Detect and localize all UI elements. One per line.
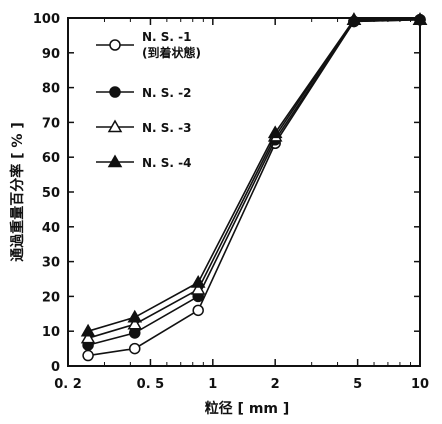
legend-marker	[109, 86, 121, 98]
x-tick-label: 5	[353, 377, 362, 392]
x-tick-label: 2	[271, 377, 280, 392]
x-axis-label: 粒径 [ mm ]	[205, 400, 290, 417]
y-tick-label: 20	[42, 290, 60, 305]
legend-marker	[107, 119, 123, 133]
y-tick-label: 70	[42, 116, 60, 131]
legend-marker	[109, 39, 121, 51]
y-tick-label: 10	[42, 325, 60, 340]
data-point	[82, 349, 94, 362]
legend: N. S. -1(到着状態) N. S. -2 N. S. -3 N. S. -4	[96, 30, 201, 170]
data-point	[192, 304, 204, 317]
y-tick-label: 30	[42, 256, 60, 271]
x-tick-label: 0. 2	[54, 377, 82, 392]
x-tick-label: 0. 5	[137, 377, 165, 392]
y-tick-label: 100	[33, 12, 60, 27]
y-tick-label: 80	[42, 82, 60, 97]
series-line	[87, 18, 420, 339]
data-point	[80, 330, 96, 344]
legend-label: N. S. -1	[142, 30, 192, 44]
x-tick-label: 10	[411, 377, 429, 392]
series-1	[82, 13, 426, 362]
data-point	[190, 281, 206, 295]
series-line	[87, 18, 420, 332]
legend-item-2: N. S. -2	[96, 86, 192, 100]
data-point	[412, 12, 428, 25]
y-tick-label: 40	[42, 221, 60, 236]
data-point	[267, 125, 283, 139]
ticks: 0 10 20 30 40 50 60 70 80 90 100 0. 2 0. 5 1 2 5 10	[33, 12, 429, 392]
y-tick-label: 0	[51, 360, 60, 375]
y-tick-label: 60	[42, 151, 60, 166]
y-tick-label: 90	[42, 47, 60, 62]
data-point	[127, 309, 143, 323]
series-line	[87, 18, 421, 357]
series-line	[87, 18, 421, 346]
legend-label: N. S. -4	[142, 156, 192, 170]
legend-label: N. S. -2	[142, 86, 192, 100]
series	[80, 12, 428, 362]
data-point	[127, 316, 143, 330]
series-4	[80, 12, 428, 337]
data-point	[129, 342, 141, 355]
series-3	[80, 12, 428, 344]
series-2	[82, 13, 426, 351]
y-tick-label: 50	[42, 186, 60, 201]
legend-label: N. S. -3	[142, 121, 192, 135]
y-axis-label: 通過重量百分率 [ % ]	[9, 122, 26, 261]
legend-marker	[107, 154, 123, 168]
x-tick-label: 1	[208, 377, 217, 392]
data-point	[80, 323, 96, 337]
data-point	[346, 12, 362, 25]
data-point	[190, 274, 206, 288]
legend-item-4: N. S. -4	[96, 154, 192, 170]
legend-label-line2: (到着状態)	[142, 45, 201, 60]
legend-item-1: N. S. -1(到着状態)	[96, 30, 201, 60]
legend-item-3: N. S. -3	[96, 119, 192, 135]
